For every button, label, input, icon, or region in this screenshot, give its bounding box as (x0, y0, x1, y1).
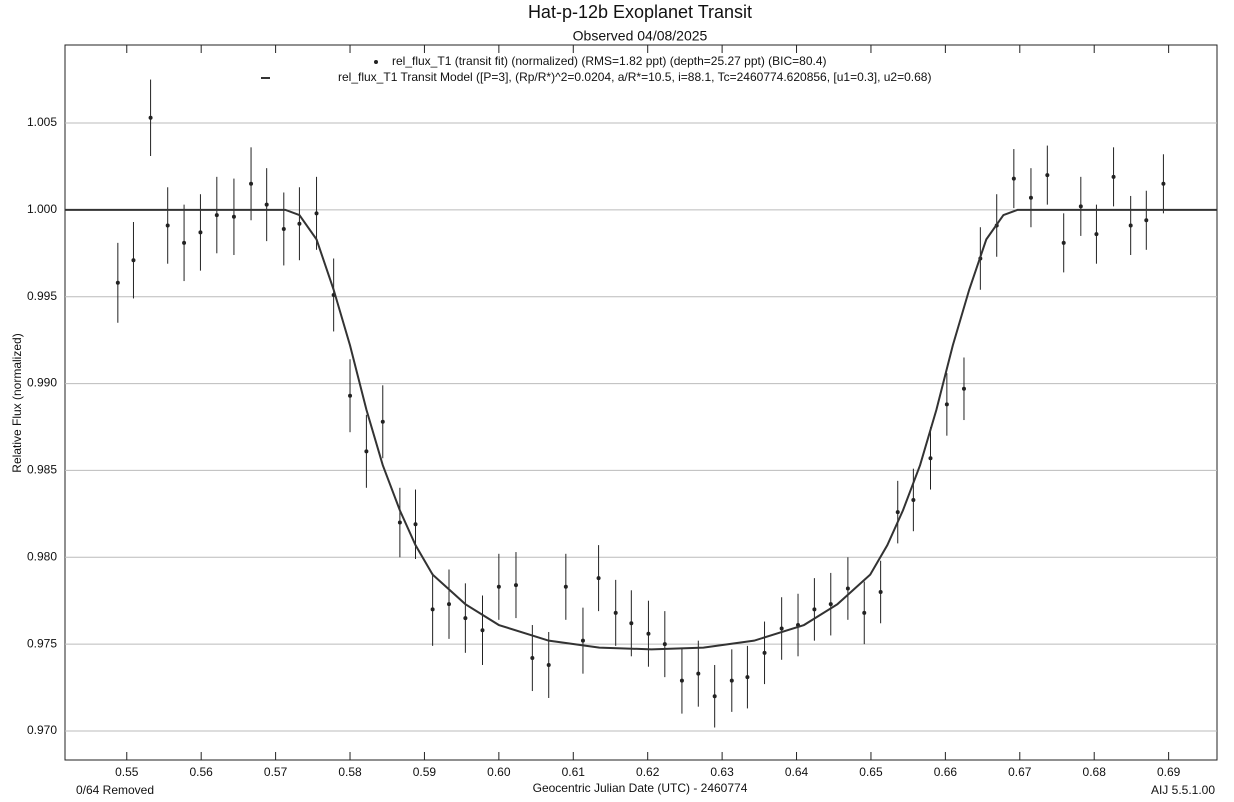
y-axis-label: Relative Flux (normalized) (10, 333, 24, 472)
data-point (828, 602, 833, 607)
y-tick-label: 0.990 (27, 376, 57, 390)
data-point (596, 576, 601, 581)
data-point (397, 520, 402, 525)
data-point (1144, 218, 1149, 223)
data-point (348, 393, 353, 398)
data-point (662, 642, 667, 647)
data-point (944, 402, 949, 407)
data-point (264, 202, 269, 207)
data-point (845, 586, 850, 591)
data-point (779, 626, 784, 631)
y-tick-label: 1.000 (27, 202, 57, 216)
x-tick-label: 0.66 (934, 765, 958, 779)
x-tick-label: 0.63 (710, 765, 734, 779)
chart-title: Hat-p-12b Exoplanet Transit (528, 2, 752, 22)
chart-subtitle: Observed 04/08/2025 (573, 28, 708, 44)
x-tick-label: 0.58 (338, 765, 362, 779)
x-tick-label: 0.59 (413, 765, 437, 779)
data-point (513, 583, 518, 588)
x-tick-label: 0.67 (1008, 765, 1032, 779)
data-point (928, 456, 933, 461)
data-point (1028, 195, 1033, 200)
data-point (745, 675, 750, 680)
x-tick-label: 0.69 (1157, 765, 1181, 779)
data-point (463, 616, 468, 621)
data-point (231, 214, 236, 219)
data-point (911, 497, 916, 502)
plot-frame (64, 44, 1218, 761)
data-point (281, 226, 286, 231)
data-point (1111, 174, 1116, 179)
y-tick-label: 0.985 (27, 463, 57, 477)
data-point (729, 678, 734, 683)
y-tick-label: 0.970 (27, 723, 57, 737)
data-point (297, 221, 302, 226)
data-point (1011, 176, 1016, 181)
data-point (364, 449, 369, 454)
data-point (249, 181, 254, 186)
footer-left: 0/64 Removed (76, 783, 154, 797)
data-point (380, 419, 385, 424)
data-point (115, 280, 120, 285)
x-tick-label: 0.56 (190, 765, 214, 779)
data-point (430, 607, 435, 612)
legend-entry: rel_flux_T1 Transit Model ([P=3], (Rp/R*… (338, 70, 931, 84)
x-tick-label: 0.60 (487, 765, 511, 779)
data-point (1094, 232, 1099, 237)
data-point (1128, 223, 1133, 228)
x-tick-label: 0.61 (562, 765, 586, 779)
data-point (530, 656, 535, 661)
legend-entry: rel_flux_T1 (transit fit) (normalized) (… (392, 54, 827, 68)
data-point (895, 510, 900, 515)
y-tick-label: 0.995 (27, 289, 57, 303)
data-point (580, 638, 585, 643)
data-point (447, 602, 451, 607)
data-point (712, 694, 717, 699)
data-point (679, 678, 684, 683)
footer-right: AIJ 5.5.1.00 (1151, 783, 1215, 797)
x-tick-label: 0.65 (859, 765, 883, 779)
data-point (862, 610, 867, 615)
x-tick-label: 0.57 (264, 765, 288, 779)
data-point (314, 211, 319, 216)
y-tick-label: 0.975 (27, 636, 57, 650)
data-point (496, 584, 501, 589)
data-point (165, 223, 170, 228)
x-tick-label: 0.68 (1083, 765, 1107, 779)
x-tick-label: 0.62 (636, 765, 660, 779)
data-point (182, 240, 187, 245)
data-point (413, 522, 418, 527)
data-point (563, 584, 568, 589)
data-point (198, 230, 203, 235)
data-point (646, 631, 651, 636)
data-point (131, 258, 136, 263)
x-tick-label: 0.55 (115, 765, 139, 779)
data-point (613, 610, 618, 615)
y-tick-label: 1.005 (27, 115, 57, 129)
model-line (65, 208, 1217, 651)
data-point (762, 650, 767, 655)
x-axis-label: Geocentric Julian Date (UTC) - 2460774 (533, 781, 748, 795)
data-point (1078, 204, 1083, 209)
data-point (480, 628, 485, 633)
legend-marker (374, 60, 378, 64)
data-point (1045, 173, 1050, 178)
y-tick-label: 0.980 (27, 549, 57, 563)
data-point (696, 671, 701, 676)
data-point (812, 607, 817, 612)
data-point (1061, 240, 1066, 245)
data-point (1161, 181, 1166, 186)
data-point (148, 115, 153, 120)
data-point (878, 590, 883, 595)
data-point (961, 386, 966, 391)
x-tick-label: 0.64 (785, 765, 809, 779)
data-point (629, 621, 634, 626)
data-point (546, 662, 551, 667)
data-point (214, 213, 219, 218)
